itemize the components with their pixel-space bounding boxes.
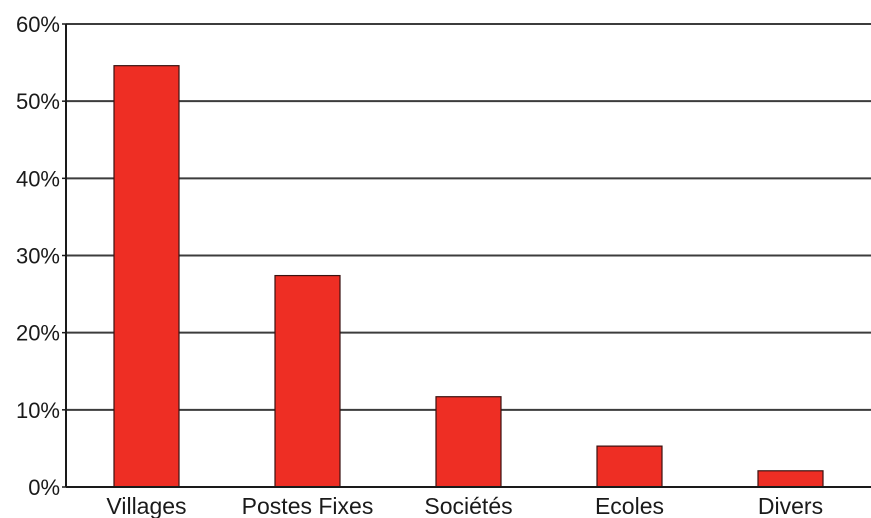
y-tick-label: 30%	[16, 244, 60, 269]
y-tick-label: 10%	[16, 398, 60, 423]
x-tick-labels: Villages Postes Fixes Sociétés Ecoles Divers	[106, 493, 823, 518]
axes	[62, 23, 871, 488]
bar-ecoles	[596, 445, 663, 488]
x-tick-label: Postes Fixes	[242, 493, 374, 518]
x-tick-label: Sociétés	[424, 493, 512, 518]
y-tick-label: 50%	[16, 89, 60, 114]
y-tick-label: 40%	[16, 166, 60, 191]
y-tick-label: 60%	[16, 12, 60, 37]
x-tick-label: Ecoles	[595, 493, 664, 518]
y-tick-label: 0%	[28, 475, 60, 500]
y-tick-labels: 0% 10% 20% 30% 40% 50% 60%	[16, 12, 60, 500]
bars	[113, 65, 824, 488]
bar-soci-t-s	[435, 396, 502, 488]
bar-divers	[757, 470, 824, 488]
bar-postes-fixes	[274, 274, 341, 488]
x-tick-label: Divers	[758, 493, 823, 518]
x-tick-label: Villages	[106, 493, 186, 518]
bar-villages	[113, 65, 180, 488]
y-tick-label: 20%	[16, 321, 60, 346]
gridlines	[66, 23, 871, 411]
